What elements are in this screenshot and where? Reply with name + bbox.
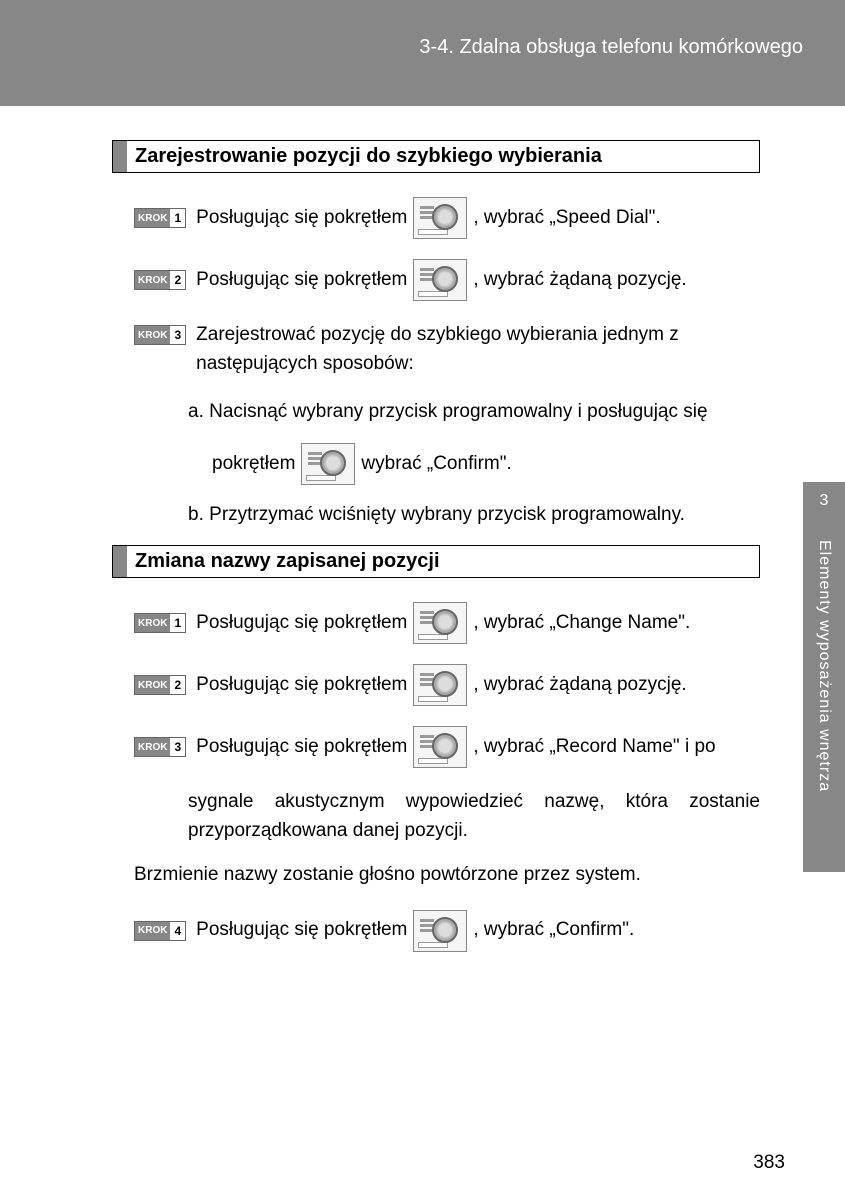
step-badge: KROK 1	[134, 208, 186, 228]
step-text-pre: Posługując się pokrętłem	[196, 609, 407, 638]
section-accent	[113, 546, 127, 577]
step-text-pre: Posługując się pokrętłem	[196, 671, 407, 700]
step-number: 3	[170, 326, 185, 344]
section-accent	[113, 141, 127, 172]
step-text-post: , wybrać „Record Name" i po	[473, 733, 715, 762]
substep-text-post: wybrać „Confirm".	[361, 453, 511, 475]
step-row: KROK 1 Posługując się pokrętłem , wybrać…	[112, 197, 760, 239]
substep-label: a.	[188, 401, 204, 422]
step-badge: KROK 4	[134, 921, 186, 941]
knob-icon	[301, 443, 355, 485]
section-title: Zmiana nazwy zapisanej pozycji	[127, 546, 759, 577]
substep-text: Przytrzymać wciśnięty wybrany przycisk p…	[209, 504, 685, 525]
section-title: Zarejestrowanie pozycji do szybkiego wyb…	[127, 141, 759, 172]
step-number: 3	[170, 738, 185, 756]
step-text-pre: Zarejestrować pozycję do szybkiego wybie…	[196, 321, 760, 378]
step-badge: KROK 2	[134, 675, 186, 695]
step-number: 1	[170, 614, 185, 632]
step-row: KROK 2 Posługując się pokrętłem , wybrać…	[112, 259, 760, 301]
step-badge: KROK 3	[134, 737, 186, 757]
substep-b: b. Przytrzymać wciśnięty wybrany przycis…	[188, 501, 760, 530]
step-label: KROK	[135, 326, 170, 344]
step-badge: KROK 1	[134, 613, 186, 633]
step-text-post: , wybrać „Change Name".	[473, 609, 690, 638]
step-row: KROK 4 Posługując się pokrętłem , wybrać…	[112, 910, 760, 952]
knob-icon	[413, 910, 467, 952]
note-line: Brzmienie nazwy zostanie głośno powtórzo…	[134, 861, 760, 890]
substep-text-pre: pokrętłem	[212, 453, 295, 475]
step-label: KROK	[135, 271, 170, 289]
side-tab-label: Elementy wyposażenia wnętrza	[815, 540, 833, 792]
knob-icon	[413, 664, 467, 706]
step-number: 2	[170, 271, 185, 289]
step-continuation: sygnale akustycznym wypowiedzieć nazwę, …	[188, 788, 760, 845]
step-row: KROK 3 Zarejestrować pozycję do szybkieg…	[112, 321, 760, 378]
step-label: KROK	[135, 738, 170, 756]
step-label: KROK	[135, 614, 170, 632]
step-text-pre: Posługując się pokrętłem	[196, 733, 407, 762]
step-badge: KROK 3	[134, 325, 186, 345]
section-header-change-name: Zmiana nazwy zapisanej pozycji	[112, 545, 760, 578]
side-tab: 3 Elementy wyposażenia wnętrza	[803, 482, 845, 872]
knob-icon	[413, 726, 467, 768]
step-text-post: , wybrać „Speed Dial".	[473, 204, 660, 233]
step-number: 1	[170, 209, 185, 227]
step-row: KROK 3 Posługując się pokrętłem , wybrać…	[112, 726, 760, 768]
step-label: KROK	[135, 676, 170, 694]
step-number: 4	[170, 922, 185, 940]
header-bar: 3-4. Zdalna obsługa telefonu komórkowego	[0, 0, 845, 106]
step-label: KROK	[135, 922, 170, 940]
knob-icon	[413, 197, 467, 239]
step-number: 2	[170, 676, 185, 694]
step-text-pre: Posługując się pokrętłem	[196, 266, 407, 295]
step-row: KROK 2 Posługując się pokrętłem , wybrać…	[112, 664, 760, 706]
substep-label: b.	[188, 504, 204, 525]
substep-a: a. Nacisnąć wybrany przycisk programowal…	[188, 398, 760, 427]
step-badge: KROK 2	[134, 270, 186, 290]
header-title: 3-4. Zdalna obsługa telefonu komórkowego	[419, 36, 803, 59]
knob-icon	[413, 259, 467, 301]
step-label: KROK	[135, 209, 170, 227]
knob-icon	[413, 602, 467, 644]
step-text-pre: Posługując się pokrętłem	[196, 204, 407, 233]
content-area: Zarejestrowanie pozycji do szybkiego wyb…	[112, 140, 760, 972]
substep-a-line2: pokrętłem wybrać „Confirm".	[212, 443, 760, 485]
step-row: KROK 1 Posługując się pokrętłem , wybrać…	[112, 602, 760, 644]
side-tab-chapter: 3	[803, 482, 845, 510]
step-text-post: , wybrać żądaną pozycję.	[473, 266, 686, 295]
page: 3-4. Zdalna obsługa telefonu komórkowego…	[0, 0, 845, 1200]
page-number: 383	[753, 1152, 785, 1174]
section-header-speed-dial: Zarejestrowanie pozycji do szybkiego wyb…	[112, 140, 760, 173]
step-text-post: , wybrać żądaną pozycję.	[473, 671, 686, 700]
step-text-pre: Posługując się pokrętłem	[196, 916, 407, 945]
substep-text: Nacisnąć wybrany przycisk programowalny …	[209, 401, 707, 422]
step-text-post: , wybrać „Confirm".	[473, 916, 634, 945]
